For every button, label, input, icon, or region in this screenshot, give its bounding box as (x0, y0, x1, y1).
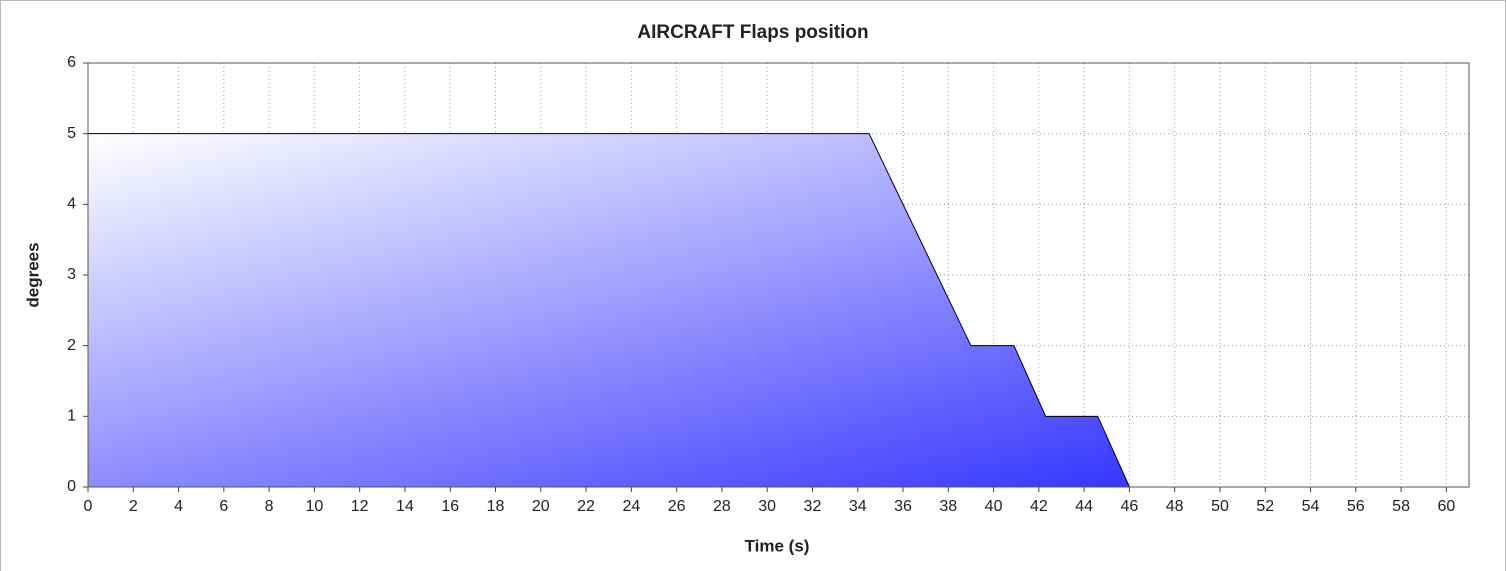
x-tick-label: 28 (713, 498, 731, 515)
x-tick-label: 6 (219, 498, 228, 515)
x-tick-label: 8 (265, 498, 274, 515)
x-axis-label: Time (s) (745, 536, 810, 555)
x-tick-label: 0 (84, 498, 93, 515)
x-tick-label: 32 (804, 498, 822, 515)
area (88, 133, 1469, 487)
y-tick-label: 3 (67, 266, 76, 283)
x-tick-label: 20 (532, 498, 550, 515)
x-tick-label: 18 (487, 498, 505, 515)
x-tick-label: 26 (668, 498, 686, 515)
y-tick-label: 5 (67, 125, 76, 142)
y-tick-label: 4 (67, 196, 76, 213)
area-line (88, 133, 1469, 488)
x-tick-label: 10 (305, 498, 323, 515)
y-tick-label: 6 (67, 54, 76, 71)
x-tick-label: 24 (622, 498, 640, 515)
x-tick-label: 16 (441, 498, 459, 515)
x-tick-label: 36 (894, 498, 912, 515)
x-tick-label: 14 (396, 498, 414, 515)
x-tick-label: 60 (1437, 498, 1455, 515)
x-tick-label: 58 (1392, 498, 1410, 515)
x-tick-label: 50 (1211, 498, 1229, 515)
x-tick-label: 48 (1166, 498, 1184, 515)
x-tick-label: 40 (985, 498, 1003, 515)
y-tick-label: 0 (67, 478, 76, 495)
x-tick-label: 38 (939, 498, 957, 515)
y-tick-label: 1 (67, 408, 76, 425)
x-tick-label: 30 (758, 498, 776, 515)
x-tick-label: 2 (129, 498, 138, 515)
x-tick-label: 42 (1030, 498, 1048, 515)
x-tick-label: 22 (577, 498, 595, 515)
x-tick-label: 34 (849, 498, 867, 515)
x-tick-label: 52 (1256, 498, 1274, 515)
x-tick-label: 54 (1302, 498, 1320, 515)
y-tick-label: 2 (67, 337, 76, 354)
plot-border (87, 62, 1470, 488)
x-tick-label: 12 (351, 498, 369, 515)
x-tick-label: 4 (174, 498, 183, 515)
y-axis-label: degrees (23, 242, 42, 307)
x-tick-label: 46 (1121, 498, 1139, 515)
x-tick-label: 44 (1075, 498, 1093, 515)
x-tick-label: 56 (1347, 498, 1365, 515)
chart-title: AIRCRAFT Flaps position (637, 22, 868, 43)
